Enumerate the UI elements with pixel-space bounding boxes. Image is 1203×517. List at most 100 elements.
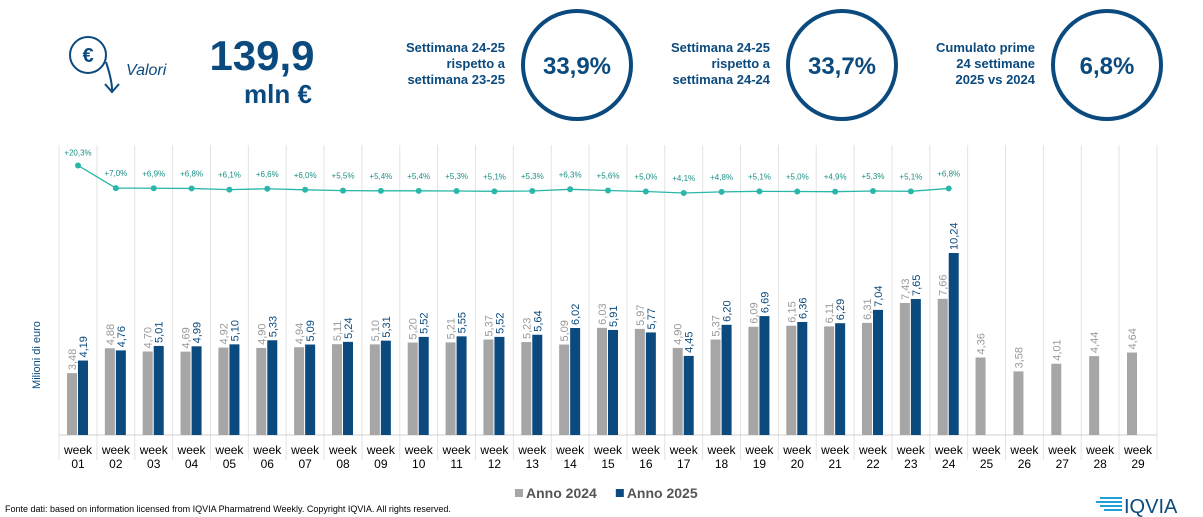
bar — [1127, 352, 1137, 435]
growth-point — [718, 188, 725, 195]
growth-label: +6,8% — [937, 169, 960, 178]
bar — [937, 298, 948, 435]
x-tick-label: week 16 — [631, 443, 660, 471]
data-label: 5,11 — [332, 321, 344, 342]
data-label: 4,70 — [143, 327, 155, 348]
x-tick-label: week 22 — [858, 443, 887, 471]
data-label: 7,65 — [911, 275, 923, 296]
comparison-value: 33,7% — [808, 53, 876, 80]
y-axis-label: Milioni di euro — [31, 321, 43, 389]
data-label: 6,29 — [835, 299, 847, 320]
x-tick-label: week 12 — [480, 443, 509, 471]
x-tick-label: week 19 — [745, 443, 774, 471]
bar — [67, 373, 77, 435]
growth-point — [870, 187, 876, 194]
growth-point — [302, 186, 309, 193]
data-label: 4,36 — [976, 333, 988, 354]
data-label: 4,88 — [105, 324, 117, 345]
data-label: 4,90 — [256, 323, 268, 344]
kpi-label: Valori — [126, 62, 167, 79]
growth-label: +6,9% — [142, 169, 165, 178]
data-label: 4,64 — [1127, 328, 1139, 349]
arrow-head — [104, 83, 120, 94]
data-label: 7,66 — [938, 274, 950, 295]
growth-label: +5,6% — [597, 171, 620, 180]
logo-stripes — [1096, 497, 1122, 511]
x-tick-label: week 03 — [139, 443, 168, 471]
bar — [191, 346, 202, 435]
growth-label: +5,1% — [748, 172, 771, 181]
growth-label: +5,0% — [634, 173, 657, 182]
comparison-text: rispetto a — [446, 56, 505, 71]
bar — [862, 322, 872, 435]
growth-label: +5,3% — [521, 172, 544, 181]
bar — [332, 344, 342, 435]
bar — [218, 347, 229, 435]
data-label: 7,43 — [900, 279, 912, 300]
growth-point — [680, 190, 687, 197]
bar — [608, 329, 618, 435]
data-label: 6,09 — [748, 302, 760, 323]
growth-point — [340, 187, 346, 194]
data-label: 6,11 — [824, 303, 836, 324]
x-tick-label: week 09 — [366, 443, 395, 471]
data-label: 5,55 — [457, 312, 469, 333]
data-label: 5,64 — [532, 310, 544, 331]
growth-point — [188, 185, 195, 192]
x-tick-label: week 08 — [328, 443, 357, 471]
growth-label: +6,1% — [218, 171, 241, 180]
data-label: 4,44 — [1089, 332, 1101, 353]
bar — [1089, 356, 1100, 435]
bar — [797, 321, 808, 435]
growth-label: +5,4% — [369, 172, 392, 181]
data-label: 5,33 — [267, 316, 279, 337]
comparison-text: Settimana 24-25 — [406, 40, 505, 55]
logo: IQVIA — [1124, 496, 1178, 517]
comparison-text: rispetto a — [711, 56, 770, 71]
growth-label: +6,6% — [256, 170, 279, 179]
bar — [721, 324, 732, 435]
data-label: 5,10 — [229, 320, 241, 341]
x-tick-label: week 17 — [669, 443, 698, 471]
data-label: 4,99 — [192, 322, 204, 343]
growth-label: +20,3% — [64, 148, 91, 157]
legend-swatch — [615, 489, 624, 497]
data-label: 4,69 — [181, 327, 193, 348]
bar — [532, 334, 543, 435]
bar — [343, 341, 353, 435]
bar — [305, 344, 316, 435]
data-label: 5,23 — [521, 318, 533, 339]
bar — [418, 336, 429, 435]
euro-icon — [69, 36, 107, 74]
bar — [369, 344, 380, 435]
growth-point — [75, 162, 81, 169]
bar — [910, 299, 921, 435]
x-tick-label: week 10 — [404, 443, 433, 471]
data-label: 4,01 — [1051, 339, 1063, 360]
arrow — [105, 61, 113, 91]
growth-point — [377, 187, 384, 194]
bar — [1013, 371, 1024, 435]
growth-point — [642, 188, 649, 195]
data-label: 6,15 — [786, 301, 798, 322]
bar — [229, 344, 240, 435]
data-label: 4,76 — [116, 326, 128, 347]
bar — [256, 347, 267, 435]
x-tick-label: week 02 — [101, 443, 130, 471]
data-label: 5,10 — [370, 320, 382, 341]
bar — [899, 302, 910, 435]
x-tick-label: week 15 — [593, 443, 622, 471]
growth-point — [794, 188, 801, 195]
data-label: 3,58 — [1013, 347, 1025, 368]
bar — [748, 326, 759, 435]
data-label: 5,37 — [711, 315, 723, 336]
comparison-value: 6,8% — [1080, 53, 1135, 80]
data-label: 5,31 — [381, 316, 393, 337]
growth-label: +7,0% — [104, 169, 127, 178]
bar — [559, 344, 570, 435]
comparison-circle — [1051, 9, 1163, 121]
data-label: 4,19 — [78, 336, 90, 357]
bar — [759, 316, 770, 435]
growth-point — [529, 187, 536, 194]
